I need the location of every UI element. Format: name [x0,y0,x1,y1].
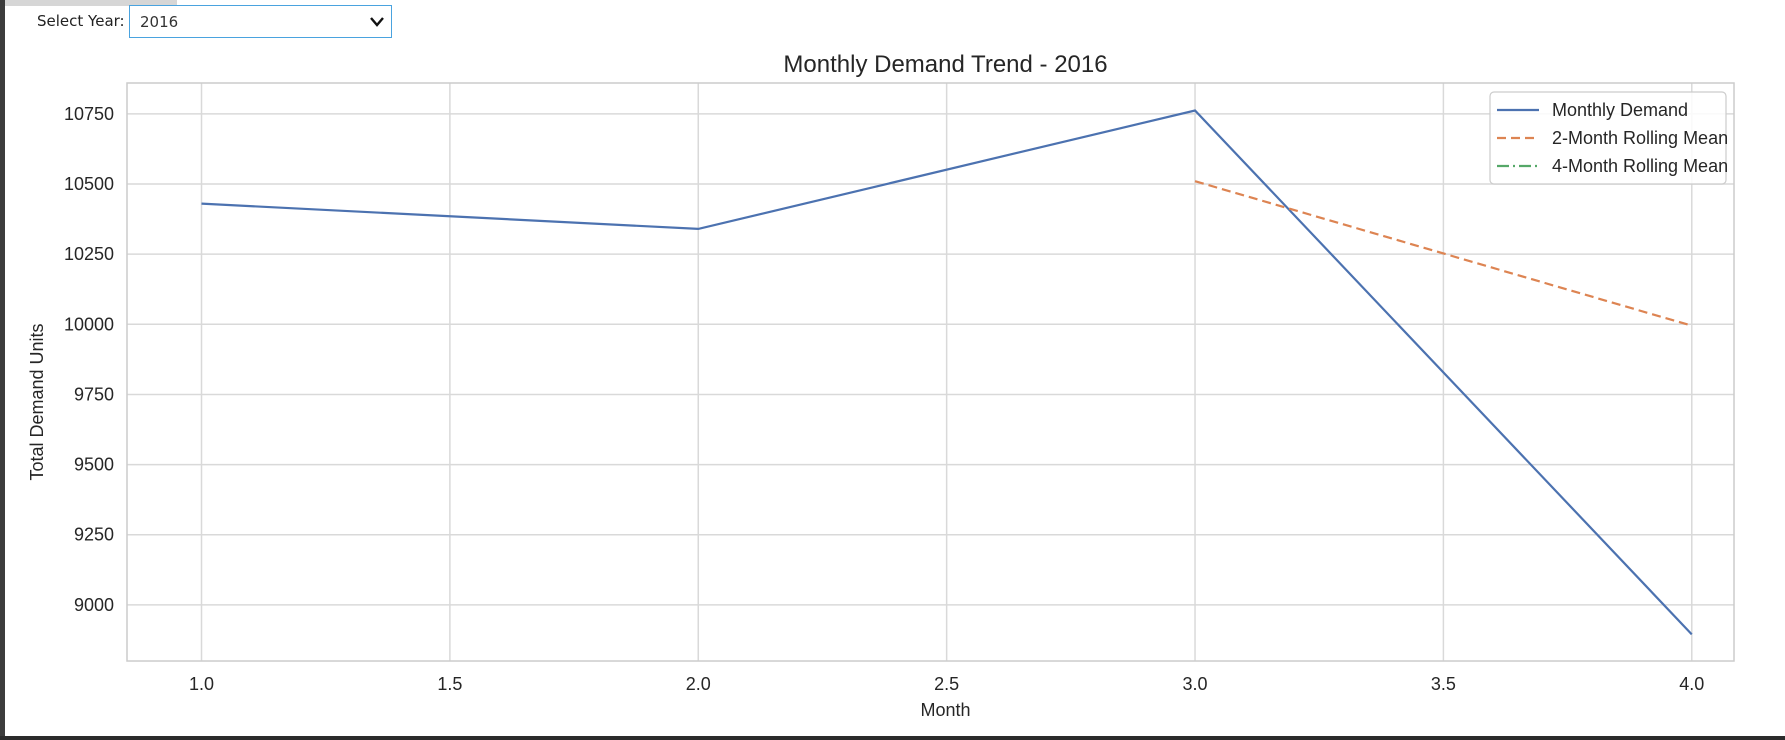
chart-title: Monthly Demand Trend - 2016 [783,51,1107,78]
y-tick-label: 9000 [74,595,114,615]
y-tick-label: 10000 [64,314,114,334]
y-tick-label: 10250 [64,244,114,264]
legend-label: 2-Month Rolling Mean [1552,128,1728,148]
series-line [201,109,1693,636]
x-tick-label: 2.0 [686,674,711,694]
chevron-down-icon [370,17,384,27]
x-tick-label: 1.5 [437,674,462,694]
window-left-edge [0,0,5,740]
window-bottom-edge [0,736,1785,740]
year-select-dropdown[interactable]: 2016 [129,5,392,38]
y-tick-label: 9500 [74,455,114,475]
y-tick-label: 9250 [74,525,114,545]
x-tick-label: 1.0 [189,674,214,694]
tick-labels: 1.0 1.5 2.0 2.5 3.0 3.5 4.0 9000 9250 9500 9750 100… [64,104,1704,694]
series-line [1194,180,1693,327]
series-lines [201,109,1693,636]
y-tick-label: 10750 [64,104,114,124]
demand-trend-chart: 1.0 1.5 2.0 2.5 3.0 3.5 4.0 9000 9250 9500 9750 100… [27,51,1735,720]
year-select-value: 2016 [140,13,179,31]
x-tick-label: 3.5 [1431,674,1456,694]
x-tick-label: 2.5 [934,674,959,694]
legend-label: Monthly Demand [1552,100,1688,120]
top-tab-remnant [5,0,177,6]
y-tick-label: 10500 [64,174,114,194]
y-tick-label: 9750 [74,384,114,404]
legend-label: 4-Month Rolling Mean [1552,156,1728,176]
x-tick-label: 3.0 [1183,674,1208,694]
plot-frame [126,82,1735,662]
legend-box [1489,91,1727,185]
grid-lines [127,83,1734,661]
legend: Monthly Demand 2-Month Rolling Mean 4-Mont… [1489,91,1728,185]
y-axis-label: Total Demand Units [27,323,47,480]
x-axis-label: Month [920,700,970,720]
year-select-label: Select Year: [37,12,125,30]
x-tick-label: 4.0 [1679,674,1704,694]
